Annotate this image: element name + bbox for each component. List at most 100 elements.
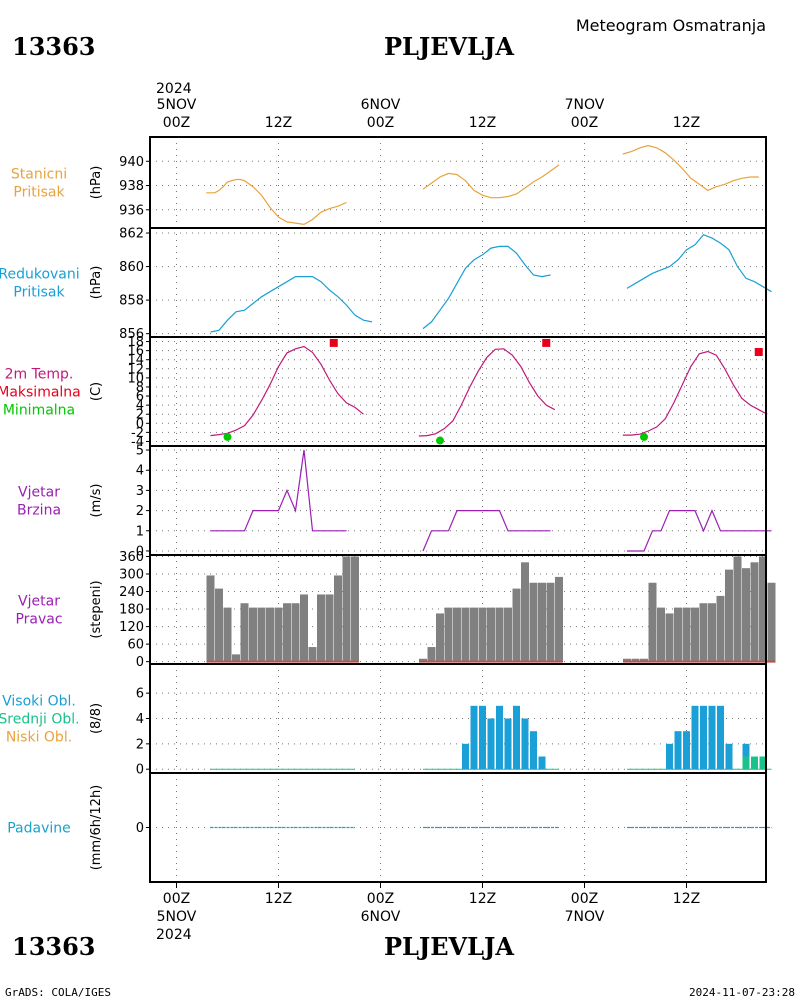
wind-direction-bar [300, 594, 308, 662]
panel-label: Padavine [7, 821, 71, 837]
wind-direction-bar [495, 607, 504, 662]
wind-direction-bar [232, 654, 240, 662]
high-cloud-bar [674, 731, 682, 770]
wind-direction-bar [640, 658, 648, 662]
wind-direction-bar [461, 607, 470, 662]
wind-direction-bar [470, 607, 478, 662]
wind-direction-bar [767, 582, 776, 662]
wind-direction-bar [691, 607, 699, 662]
wind-direction-bar [257, 607, 266, 662]
y-tick-label: 16 [127, 344, 144, 359]
wind-direction-bar [317, 594, 325, 662]
wind-direction-bar [665, 613, 674, 662]
wind-direction-bar [657, 607, 665, 662]
y-tick-label: 4 [136, 712, 144, 727]
wind-direction-bar [436, 613, 444, 662]
y-tick-label: 858 [119, 294, 144, 309]
top-date-label: 7NOV [565, 97, 605, 113]
y-tick-label: 240 [119, 585, 144, 600]
wind-direction-bar [419, 658, 427, 662]
high-cloud-bar [513, 705, 520, 770]
y-tick-label: 18 [127, 335, 144, 350]
bottom-time-label: 00Z [571, 891, 598, 907]
y-tick-label: 860 [119, 260, 144, 275]
y-tick-label: 6 [136, 687, 144, 702]
wind-direction-bar [546, 582, 555, 662]
wind-direction-bar [742, 568, 750, 662]
y-tick-label: 940 [119, 155, 144, 170]
high-cloud-bar [496, 705, 503, 770]
clouds-frame [149, 663, 767, 774]
high-cloud-bar [725, 743, 733, 770]
y-tick-label: 0 [136, 763, 144, 778]
top-time-label: 00Z [163, 115, 190, 131]
wind-direction-bar [266, 607, 274, 662]
y-tick-label: 856 [119, 327, 144, 342]
wind_speed-frame [149, 445, 767, 556]
y-tick-label: 120 [119, 620, 144, 635]
reduced_pressure-series-line [210, 276, 373, 333]
wind-direction-bar [631, 658, 640, 662]
panel-label: Pritisak [13, 285, 65, 301]
high-cloud-bar [538, 756, 546, 770]
high-cloud-bar [708, 705, 716, 770]
bottom-time-axis: 00Z 5NOV 12Z 00Z 6NOV 12Z 00Z 7NOV 12Z [157, 882, 700, 925]
wind-direction-bar [283, 603, 291, 662]
wind-direction-bar [504, 607, 512, 662]
y-tick-label: -2 [131, 426, 144, 441]
y-tick-label: 1 [136, 524, 144, 539]
y-tick-label: 936 [119, 203, 144, 218]
y-tick-label: 3 [136, 484, 144, 499]
station-id-bottom: 13363 [12, 932, 96, 961]
max-temp-marker [329, 338, 338, 347]
high-cloud-bar [691, 705, 699, 770]
high-cloud-bar [487, 718, 495, 770]
station-name-top: PLJEVLJA [384, 32, 514, 61]
mid-cloud-bar [751, 756, 758, 770]
max-temp-marker [754, 347, 763, 356]
grads-credit: GrADS: COLA/IGES [5, 986, 111, 999]
bottom-time-label: 12Z [469, 891, 496, 907]
station_pressure-panel: 936 938 940 Stanicni Pritisak (hPa) [11, 136, 767, 229]
top-time-label: 12Z [469, 115, 496, 131]
y-tick-label: 8 [136, 380, 144, 395]
y-tick-label: 6 [136, 390, 144, 405]
y-tick-label: 938 [119, 179, 144, 194]
high-cloud-bar [521, 718, 529, 770]
wind-direction-bar [240, 603, 249, 662]
temperature-series-line [418, 348, 556, 437]
y-tick-label: 14 [127, 353, 144, 368]
high-cloud-bar [717, 705, 724, 770]
wind-direction-bar [682, 607, 691, 662]
temperature-frame [149, 336, 767, 447]
y-axis-label: (C) [89, 382, 104, 401]
wind_speed-series-line [422, 510, 551, 552]
temperature-series-line [622, 350, 768, 436]
wind-direction-bar [750, 562, 759, 662]
bottom-year-label: 2024 [156, 927, 192, 943]
high-cloud-bar [530, 731, 537, 770]
y-axis-label: (mm/6h/12h) [89, 785, 104, 871]
meteogram-title: Meteogram Osmatranja [576, 16, 766, 35]
high-cloud-bar [700, 705, 707, 770]
y-tick-label: 60 [127, 638, 144, 653]
wind-direction-bar [716, 595, 725, 662]
top-time-axis: 5NOV 00Z 12Z 6NOV 00Z 12Z 7NOV 00Z 12Z [157, 97, 701, 131]
y-tick-label: 10 [127, 371, 144, 386]
high-cloud-bar [470, 705, 478, 770]
bottom-time-label: 00Z [367, 891, 394, 907]
clouds-panel: 0 2 4 6 Visoki Obl. Srednji Obl. Niski Obl. (8/… [0, 663, 772, 778]
reduced_pressure-series-line [422, 245, 551, 330]
top-time-label: 12Z [265, 115, 292, 131]
reduced_pressure-panel: 856 858 860 862 Redukovani Pritisak (hPa) [0, 227, 772, 342]
y-axis-label: (hPa) [89, 266, 104, 300]
y-tick-label: 2 [136, 504, 144, 519]
temperature-series-line [210, 345, 364, 437]
y-tick-label: 12 [127, 362, 144, 377]
y-tick-label: 4 [136, 399, 144, 414]
high-cloud-bar [666, 743, 673, 770]
wind-direction-bar [725, 569, 733, 662]
reduced_pressure-series-line [626, 233, 772, 293]
high-cloud-bar [462, 743, 469, 770]
